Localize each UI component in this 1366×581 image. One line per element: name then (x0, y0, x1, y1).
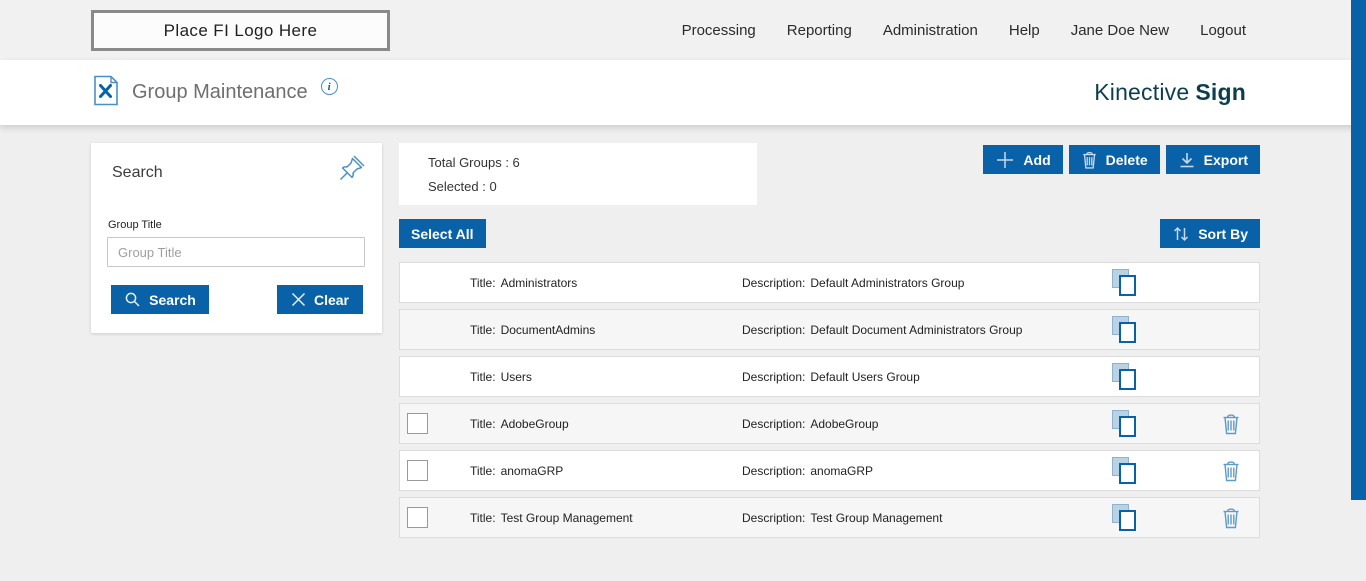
copy-icon[interactable] (1112, 363, 1136, 390)
selected-value: 0 (489, 179, 497, 194)
group-row-administrators: Title: Administrators Description: Default… (399, 262, 1260, 303)
sort-by-label: Sort By (1198, 225, 1248, 242)
group-row-anomagrp: Title: anomaGRP Description: anomaGRP (399, 450, 1260, 491)
plus-icon (997, 151, 1014, 168)
clear-button-label: Clear (313, 291, 350, 308)
brand-name: Kinective (1094, 79, 1190, 105)
top-nav: Processing Reporting Administration Help… (682, 0, 1246, 60)
select-all-label: Select All (411, 225, 474, 242)
group-title-input[interactable] (107, 237, 365, 267)
top-bar: Place FI Logo Here Processing Reporting … (0, 0, 1366, 60)
row-checkbox[interactable] (407, 460, 428, 481)
nav-item-logout[interactable]: Logout (1200, 21, 1246, 39)
copy-icon[interactable] (1112, 457, 1136, 484)
group-row-documentadmins: Title: DocumentAdmins Description: Default… (399, 309, 1260, 350)
actions-toolbar: Add Delete Export (983, 145, 1260, 174)
download-icon (1180, 152, 1194, 167)
selected-line: Selected : 0 (428, 179, 497, 194)
brand-product: Sign (1195, 79, 1246, 105)
page-header-bar: Group Maintenance i Kinective Sign (0, 60, 1366, 125)
row-checkbox[interactable] (407, 413, 428, 434)
group-row-test-group-management: Title: Test Group Management Description:… (399, 497, 1260, 538)
export-button[interactable]: Export (1165, 145, 1260, 174)
row-checkbox[interactable] (407, 507, 428, 528)
info-icon[interactable]: i (320, 78, 338, 95)
clear-button[interactable]: Clear (277, 285, 363, 314)
pin-icon[interactable] (338, 154, 366, 187)
row-description: Description: Default Users Group (742, 369, 920, 384)
nav-item-reporting[interactable]: Reporting (786, 21, 852, 39)
delete-button-label: Delete (1105, 151, 1148, 168)
nav-item-help[interactable]: Help (1008, 21, 1040, 39)
trash-icon (1082, 151, 1096, 169)
add-button[interactable]: Add (983, 145, 1063, 174)
search-panel: Search Group Title Search Clear (91, 143, 382, 333)
row-title: Title: Users (470, 369, 532, 384)
groups-summary: Total Groups : 6 Selected : 0 (399, 143, 757, 205)
group-maintenance-icon (93, 75, 119, 111)
row-description: Description: AdobeGroup (742, 416, 879, 431)
add-button-label: Add (1023, 151, 1051, 168)
row-description: Description: Test Group Management (742, 510, 943, 525)
trash-icon[interactable] (1221, 412, 1241, 436)
row-title: Title: Administrators (470, 275, 578, 290)
search-panel-title: Search (112, 164, 163, 181)
select-all-button[interactable]: Select All (399, 219, 486, 248)
delete-button[interactable]: Delete (1068, 145, 1160, 174)
trash-icon[interactable] (1221, 506, 1241, 530)
total-groups-value: 6 (512, 155, 520, 170)
scrollbar-thumb[interactable] (1351, 0, 1366, 500)
row-description: Description: Default Administrators Group (742, 275, 965, 290)
row-title: Title: Test Group Management (470, 510, 633, 525)
copy-icon[interactable] (1112, 504, 1136, 531)
row-title: Title: AdobeGroup (470, 416, 569, 431)
row-description: Description: anomaGRP (742, 463, 874, 478)
group-row-users: Title: Users Description: Default Users Gr… (399, 356, 1260, 397)
copy-icon[interactable] (1112, 316, 1136, 343)
close-icon (291, 292, 306, 307)
total-groups-line: Total Groups : 6 (428, 155, 520, 170)
brand-logo: Kinective Sign (1094, 60, 1246, 125)
sort-by-button[interactable]: Sort By (1160, 219, 1260, 248)
search-button-label: Search (149, 291, 196, 308)
sort-icon (1174, 226, 1189, 241)
trash-icon[interactable] (1221, 459, 1241, 483)
search-icon (125, 292, 140, 307)
nav-item-processing[interactable]: Processing (681, 21, 756, 39)
copy-icon[interactable] (1112, 410, 1136, 437)
page-title: Group Maintenance (132, 81, 308, 103)
nav-item-user-menu[interactable]: Jane Doe New (1070, 21, 1170, 39)
fi-logo-placeholder: Place FI Logo Here (91, 10, 390, 51)
nav-item-administration[interactable]: Administration (882, 21, 978, 39)
groups-list: Title: Administrators Description: Default… (399, 262, 1260, 544)
copy-icon[interactable] (1112, 269, 1136, 296)
group-row-adobegroup: Title: AdobeGroup Description: AdobeGroup (399, 403, 1260, 444)
export-button-label: Export (1203, 151, 1248, 168)
row-title: Title: DocumentAdmins (470, 322, 596, 337)
search-button[interactable]: Search (111, 285, 209, 314)
row-title: Title: anomaGRP (470, 463, 564, 478)
group-title-label: Group Title (108, 219, 162, 231)
row-description: Description: Default Document Administrat… (742, 322, 1023, 337)
